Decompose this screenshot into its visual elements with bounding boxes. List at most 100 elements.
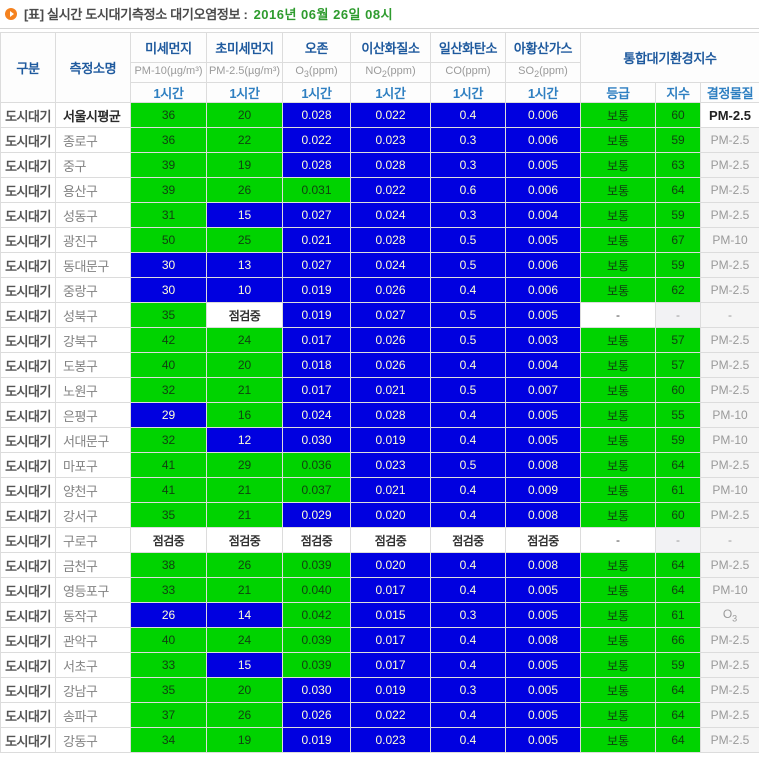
air-quality-table: 구분 측정소명 미세먼지 초미세먼지 오존 이산화질소 일산화탄소 아황산가스 … <box>0 32 759 753</box>
pollutant-cell: PM-2.5 <box>699 702 759 728</box>
no2-value-cell: 0.022 <box>350 702 431 728</box>
o3-value-cell: 0.017 <box>282 327 351 353</box>
table-row: 도시대기 중랑구 30 10 0.019 0.026 0.4 0.006 보통 62 PM-2.5 <box>0 277 759 303</box>
co-value-cell: 0.4 <box>430 477 506 503</box>
grade-cell: 보통 <box>580 177 656 203</box>
co-value-cell: 0.4 <box>430 652 506 678</box>
pm10-value-cell: 40 <box>130 627 207 653</box>
index-cell: 64 <box>655 727 701 753</box>
o3-value-cell: 0.037 <box>282 477 351 503</box>
pollutant-cell: O3 <box>699 602 759 628</box>
index-cell: 57 <box>655 327 701 353</box>
co-value-cell: 0.4 <box>430 577 506 603</box>
pm25-value-cell: 10 <box>206 277 283 303</box>
pm25-value-cell: 15 <box>206 652 283 678</box>
table-row: 도시대기 마포구 41 29 0.036 0.023 0.5 0.008 보통 64 PM-2.5 <box>0 452 759 478</box>
table-row: 도시대기 금천구 38 26 0.039 0.020 0.4 0.008 보통 64 PM-2.5 <box>0 552 759 578</box>
index-cell: 64 <box>655 452 701 478</box>
category-cell: 도시대기 <box>0 377 56 403</box>
pm10-value-cell: 42 <box>130 327 207 353</box>
table-row: 도시대기 관악구 40 24 0.039 0.017 0.4 0.008 보통 66 PM-2.5 <box>0 627 759 653</box>
pm10-value-cell: 30 <box>130 252 207 278</box>
pm10-value-cell: 30 <box>130 277 207 303</box>
index-cell: 61 <box>655 477 701 503</box>
category-cell: 도시대기 <box>0 352 56 378</box>
table-row: 도시대기 노원구 32 21 0.017 0.021 0.5 0.007 보통 60 PM-2.5 <box>0 377 759 403</box>
co-value-cell: 0.4 <box>430 502 506 528</box>
column-header-so2: 아황산가스 <box>505 32 581 63</box>
index-cell: 64 <box>655 702 701 728</box>
so2-value-cell: 0.003 <box>505 327 581 353</box>
pm25-value-cell: 24 <box>206 327 283 353</box>
category-cell: 도시대기 <box>0 327 56 353</box>
category-cell: 도시대기 <box>0 277 56 303</box>
grade-cell: 보통 <box>580 702 656 728</box>
so2-value-cell: 0.007 <box>505 377 581 403</box>
station-name-cell: 강서구 <box>55 502 131 528</box>
page-title-bar: [표] 실시간 도시대기측정소 대기오염정보 : 2016년 06월 26일 0… <box>0 0 759 27</box>
pollutant-cell: PM-10 <box>699 402 759 428</box>
index-cell: 59 <box>655 202 701 228</box>
co-value-cell: 0.5 <box>430 327 506 353</box>
co-value-cell: 0.3 <box>430 202 506 228</box>
no2-value-cell: 0.026 <box>350 277 431 303</box>
so2-value-cell: 0.006 <box>505 277 581 303</box>
unit-pm10: PM-10(µg/m³) <box>130 62 207 83</box>
o3-value-cell: 0.028 <box>282 102 351 128</box>
index-cell: 59 <box>655 652 701 678</box>
grade-cell: 보통 <box>580 377 656 403</box>
pollutant-cell: PM-10 <box>699 427 759 453</box>
index-cell: 66 <box>655 627 701 653</box>
pollutant-cell: PM-10 <box>699 577 759 603</box>
o3-value-cell: 0.019 <box>282 277 351 303</box>
subheader-hour-no2: 1시간 <box>350 82 431 103</box>
o3-value-cell: 0.039 <box>282 652 351 678</box>
subheader-hour-co: 1시간 <box>430 82 506 103</box>
pm10-value-cell: 35 <box>130 677 207 703</box>
o3-value-cell: 0.030 <box>282 427 351 453</box>
table-row: 도시대기 용산구 39 26 0.031 0.022 0.6 0.006 보통 64 PM-2.5 <box>0 177 759 203</box>
pm25-value-cell: 26 <box>206 702 283 728</box>
category-cell: 도시대기 <box>0 127 56 153</box>
pollutant-cell: PM-2.5 <box>699 202 759 228</box>
subheader-hour-pm25: 1시간 <box>206 82 283 103</box>
no2-value-cell: 0.017 <box>350 577 431 603</box>
so2-value-cell: 0.008 <box>505 552 581 578</box>
column-header-no2: 이산화질소 <box>350 32 431 63</box>
pm10-value-cell: 41 <box>130 477 207 503</box>
column-header-cai: 통합대기환경지수 <box>579 32 759 83</box>
index-cell: 60 <box>655 102 701 128</box>
co-value-cell: 0.4 <box>430 102 506 128</box>
pollutant-cell: PM-10 <box>699 227 759 253</box>
station-name-cell: 용산구 <box>55 177 131 203</box>
subheader-hour-pm10: 1시간 <box>130 82 207 103</box>
station-name-cell: 금천구 <box>55 552 131 578</box>
o3-value-cell: 0.039 <box>282 627 351 653</box>
pm25-value-cell: 26 <box>206 177 283 203</box>
grade-cell: 보통 <box>580 602 656 628</box>
index-cell: 57 <box>655 352 701 378</box>
pm10-value-cell: 39 <box>130 152 207 178</box>
so2-value-cell: 0.006 <box>505 177 581 203</box>
pollutant-cell: PM-2.5 <box>699 727 759 753</box>
pm10-value-cell: 35 <box>130 302 207 328</box>
unit-no2: NO2(ppm) <box>350 62 431 83</box>
o3-value-cell: 0.019 <box>282 727 351 753</box>
column-header-grade: 등급 <box>580 82 656 103</box>
subheader-hour-so2: 1시간 <box>505 82 581 103</box>
grade-cell: 보통 <box>580 277 656 303</box>
column-header-station: 측정소명 <box>55 32 131 103</box>
no2-value-cell: 0.023 <box>350 127 431 153</box>
pm25-value-cell: 점검중 <box>206 527 283 553</box>
column-header-co: 일산화탄소 <box>430 32 506 63</box>
no2-value-cell: 0.028 <box>350 152 431 178</box>
pm25-value-cell: 20 <box>206 677 283 703</box>
pm10-value-cell: 26 <box>130 602 207 628</box>
pm10-value-cell: 39 <box>130 177 207 203</box>
pollutant-cell: PM-2.5 <box>699 252 759 278</box>
so2-value-cell: 0.005 <box>505 602 581 628</box>
index-cell: 64 <box>655 677 701 703</box>
co-value-cell: 0.5 <box>430 227 506 253</box>
grade-cell: 보통 <box>580 627 656 653</box>
station-name-cell: 도봉구 <box>55 352 131 378</box>
